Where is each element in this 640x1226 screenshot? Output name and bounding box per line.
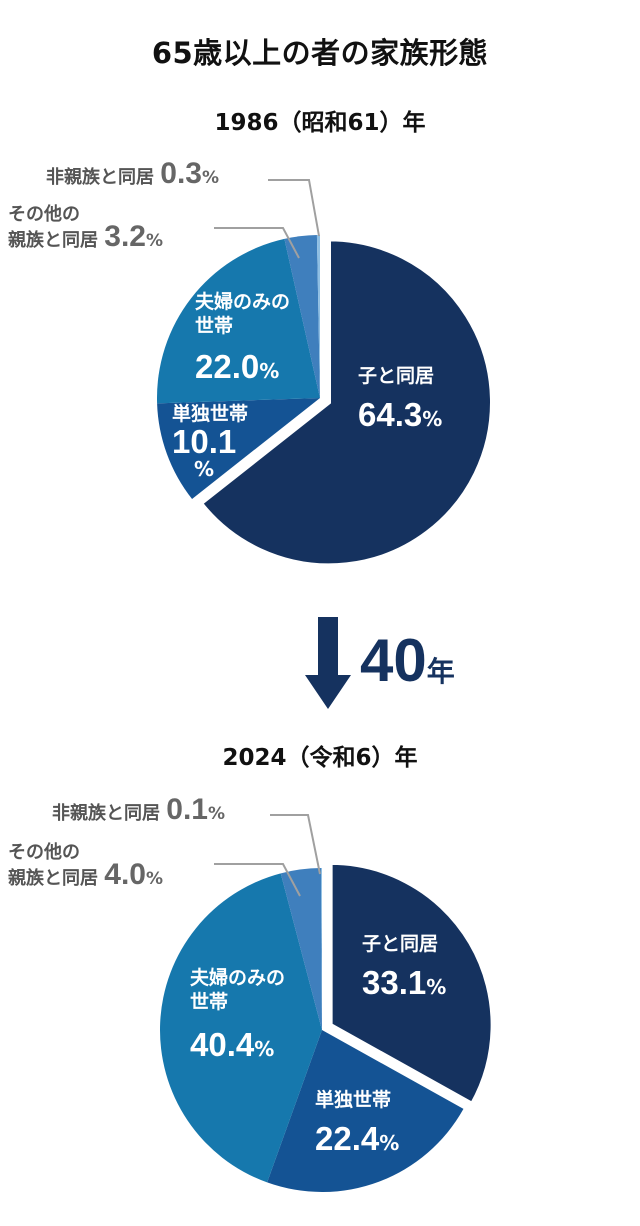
slice-child — [328, 860, 495, 1107]
label-pct: % — [422, 407, 443, 431]
years-unit: 年 — [426, 655, 455, 688]
chart-title: 65歳以上の者の家族形態 — [151, 36, 489, 70]
slice-child — [198, 237, 494, 568]
label-name-line1: その他の — [8, 842, 80, 863]
label-2024-couple: 夫婦のみの 世帯 40.4% — [190, 966, 285, 1064]
label-1986-non-relatives: 非親族と同居 0.3% — [46, 159, 220, 189]
label-2024-non-relatives: 非親族と同居 0.1% — [52, 795, 226, 825]
label-pct: % — [202, 168, 220, 188]
label-pct: % — [254, 1037, 275, 1061]
slice-other-relatives — [280, 868, 322, 1030]
label-name-line1: 夫婦のみの — [195, 291, 291, 313]
label-name: 単独世帯 — [315, 1089, 392, 1111]
leader-line — [268, 179, 320, 237]
pie-chart-1986 — [157, 179, 494, 568]
label-value: 22.0 — [195, 348, 260, 385]
label-name: 子と同居 — [358, 365, 435, 387]
slice-single — [157, 398, 320, 499]
label-pct: % — [379, 1131, 400, 1155]
label-value: 4.0 — [104, 858, 146, 891]
label-value: 0.1 — [166, 793, 208, 826]
label-pct: % — [194, 457, 215, 481]
label-pct: % — [259, 359, 280, 383]
down-arrow-icon — [305, 617, 351, 709]
label-value: 3.2 — [104, 220, 146, 253]
slice-single — [267, 1030, 464, 1193]
label-1986-couple: 夫婦のみの 世帯 22.0% — [195, 290, 290, 386]
years-elapsed: 40年 — [360, 626, 455, 695]
label-pct: % — [146, 231, 164, 251]
label-1986-single: 単独世帯 10.1 % — [172, 402, 248, 480]
label-value: 22.4 — [315, 1120, 380, 1157]
pie-1986-title: 1986（昭和61）年 — [214, 110, 426, 136]
label-pct: % — [208, 804, 226, 824]
slice-other-relatives — [284, 235, 320, 398]
label-1986-other-relatives: その他の 親族と同居 3.2% — [8, 204, 163, 252]
label-pct: % — [146, 869, 164, 889]
leader-line — [214, 863, 301, 897]
label-name-line2: 親族と同居 — [8, 868, 98, 889]
label-value: 0.3 — [160, 157, 202, 190]
years-number: 40 — [360, 627, 427, 694]
label-value: 40.4 — [190, 1026, 255, 1063]
leader-line — [270, 814, 321, 875]
label-name-line2: 親族と同居 — [8, 230, 98, 251]
label-name: 非親族と同居 — [52, 803, 160, 824]
label-value: 33.1 — [362, 964, 427, 1001]
label-name-line1: 夫婦のみの — [190, 967, 286, 989]
label-name-line1: その他の — [8, 204, 80, 225]
leader-line — [214, 227, 300, 259]
label-name-line2: 世帯 — [195, 315, 234, 337]
label-name: 単独世帯 — [172, 403, 249, 425]
label-1986-child: 子と同居 64.3% — [358, 364, 442, 434]
pie-2024-title: 2024（令和6）年 — [222, 745, 418, 771]
slice-couple — [159, 873, 322, 1183]
label-2024-single: 単独世帯 22.4% — [315, 1088, 399, 1158]
slice-couple — [157, 238, 320, 404]
label-2024-other-relatives: その他の 親族と同居 4.0% — [8, 842, 163, 890]
label-2024-child: 子と同居 33.1% — [362, 932, 446, 1002]
label-name-line2: 世帯 — [190, 991, 229, 1013]
slice-non-relatives — [320, 868, 322, 1030]
label-name: 子と同居 — [362, 933, 439, 955]
label-pct: % — [426, 975, 447, 999]
label-value: 64.3 — [358, 396, 423, 433]
slice-non-relatives — [316, 235, 320, 398]
label-name: 非親族と同居 — [46, 167, 154, 188]
label-value: 10.1 — [172, 423, 237, 460]
